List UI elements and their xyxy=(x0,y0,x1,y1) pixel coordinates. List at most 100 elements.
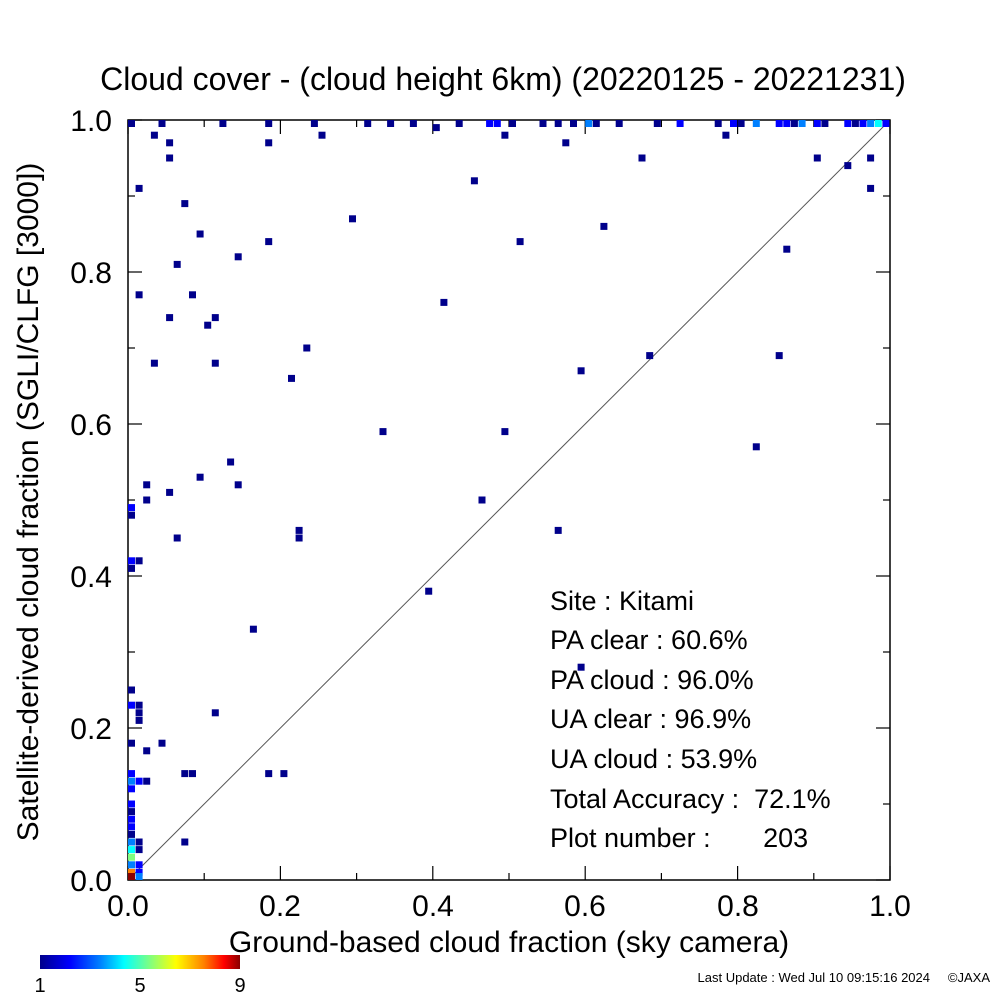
data-point xyxy=(234,253,242,261)
data-point xyxy=(135,868,143,876)
one-to-one-line xyxy=(127,119,891,881)
data-point xyxy=(730,120,737,127)
x-tick-label: 1.0 xyxy=(869,890,911,923)
data-point xyxy=(128,785,135,793)
data-point xyxy=(493,120,501,127)
data-point xyxy=(128,739,135,747)
stat-ua-clear: UA clear : 96.9% xyxy=(550,704,751,734)
data-point xyxy=(128,861,135,869)
x-axis-label: Ground-based cloud fraction (sky camera) xyxy=(229,926,789,959)
y-tick-label: 0.2 xyxy=(70,713,112,746)
data-point xyxy=(128,800,135,808)
data-point xyxy=(509,120,516,127)
data-point xyxy=(128,564,135,572)
data-point xyxy=(173,260,181,268)
data-point xyxy=(135,777,143,785)
data-point xyxy=(196,230,204,238)
data-point xyxy=(181,200,189,208)
data-point xyxy=(143,747,151,755)
data-point xyxy=(166,314,174,322)
data-point xyxy=(867,154,875,162)
data-point xyxy=(288,374,295,382)
data-point xyxy=(425,587,433,595)
stat-pa-clear: PA clear : 60.6% xyxy=(550,625,748,655)
data-point xyxy=(783,245,791,253)
data-point xyxy=(135,846,143,854)
data-point xyxy=(592,120,600,127)
data-point xyxy=(387,120,395,127)
stat-site: Site : Kitami xyxy=(550,586,694,616)
data-point xyxy=(227,458,235,466)
data-point xyxy=(867,184,875,192)
copyright-text: ©JAXA xyxy=(948,970,990,985)
data-point xyxy=(570,120,577,127)
data-point xyxy=(128,846,135,854)
data-point xyxy=(128,511,135,519)
data-point xyxy=(128,873,135,880)
data-point xyxy=(577,663,585,671)
data-point xyxy=(211,359,219,367)
x-tick-labels: 0.0 0.2 0.4 0.6 0.8 1.0 xyxy=(107,890,911,923)
data-point xyxy=(585,120,593,127)
y-tick-labels: 0.0 0.2 0.4 0.6 0.8 1.0 xyxy=(70,105,112,898)
y-tick-label: 0.6 xyxy=(70,409,112,442)
data-point xyxy=(813,120,821,127)
data-point xyxy=(128,853,135,861)
data-point xyxy=(798,120,806,127)
data-point xyxy=(646,352,654,360)
data-point xyxy=(135,557,143,565)
data-point xyxy=(295,526,303,534)
data-point xyxy=(158,739,166,747)
data-point xyxy=(638,154,646,162)
x-tick-label: 0.2 xyxy=(259,890,301,923)
data-point xyxy=(143,481,151,489)
data-point xyxy=(295,534,303,542)
data-point xyxy=(859,120,867,127)
data-point xyxy=(128,120,135,127)
data-point xyxy=(189,770,196,778)
data-point xyxy=(874,120,882,127)
data-point xyxy=(234,481,242,489)
data-point xyxy=(211,314,219,322)
colorbar-max-label: 9 xyxy=(234,975,245,997)
data-point xyxy=(265,120,273,127)
data-point xyxy=(135,861,143,869)
data-point xyxy=(135,838,143,846)
data-point xyxy=(128,686,135,694)
data-point xyxy=(775,352,783,360)
data-point xyxy=(539,120,547,127)
data-point xyxy=(364,120,372,127)
data-point xyxy=(143,777,151,785)
data-point xyxy=(150,131,158,139)
data-point xyxy=(562,139,570,147)
data-points xyxy=(128,120,890,880)
x-tick-label: 0.6 xyxy=(564,890,606,923)
data-point xyxy=(265,770,273,778)
data-point xyxy=(737,120,745,127)
data-point xyxy=(249,625,257,633)
data-point xyxy=(577,367,585,375)
data-point xyxy=(166,139,174,147)
data-point xyxy=(478,496,486,504)
stat-plot-number: Plot number : 203 xyxy=(550,823,808,853)
chart-title: Cloud cover - (cloud height 6km) (202201… xyxy=(100,61,906,97)
data-point xyxy=(501,131,509,139)
data-point xyxy=(432,124,440,132)
data-point xyxy=(867,120,875,127)
data-point xyxy=(128,815,135,823)
data-point xyxy=(211,709,219,717)
data-point xyxy=(128,868,135,876)
statistics-box: Site : Kitami PA clear : 60.6% PA cloud … xyxy=(550,586,831,853)
data-point xyxy=(844,120,852,127)
data-point xyxy=(752,443,760,451)
data-point xyxy=(303,344,311,352)
data-point xyxy=(204,321,212,329)
y-axis-label: Satellite-derived cloud fraction (SGLI/C… xyxy=(12,163,45,842)
colorbar-mid-label: 5 xyxy=(134,975,145,997)
data-point xyxy=(455,120,463,127)
x-tick-label: 0.4 xyxy=(412,890,454,923)
data-point xyxy=(128,770,135,778)
data-point xyxy=(349,215,356,223)
data-point xyxy=(722,131,730,139)
data-point xyxy=(653,120,661,127)
